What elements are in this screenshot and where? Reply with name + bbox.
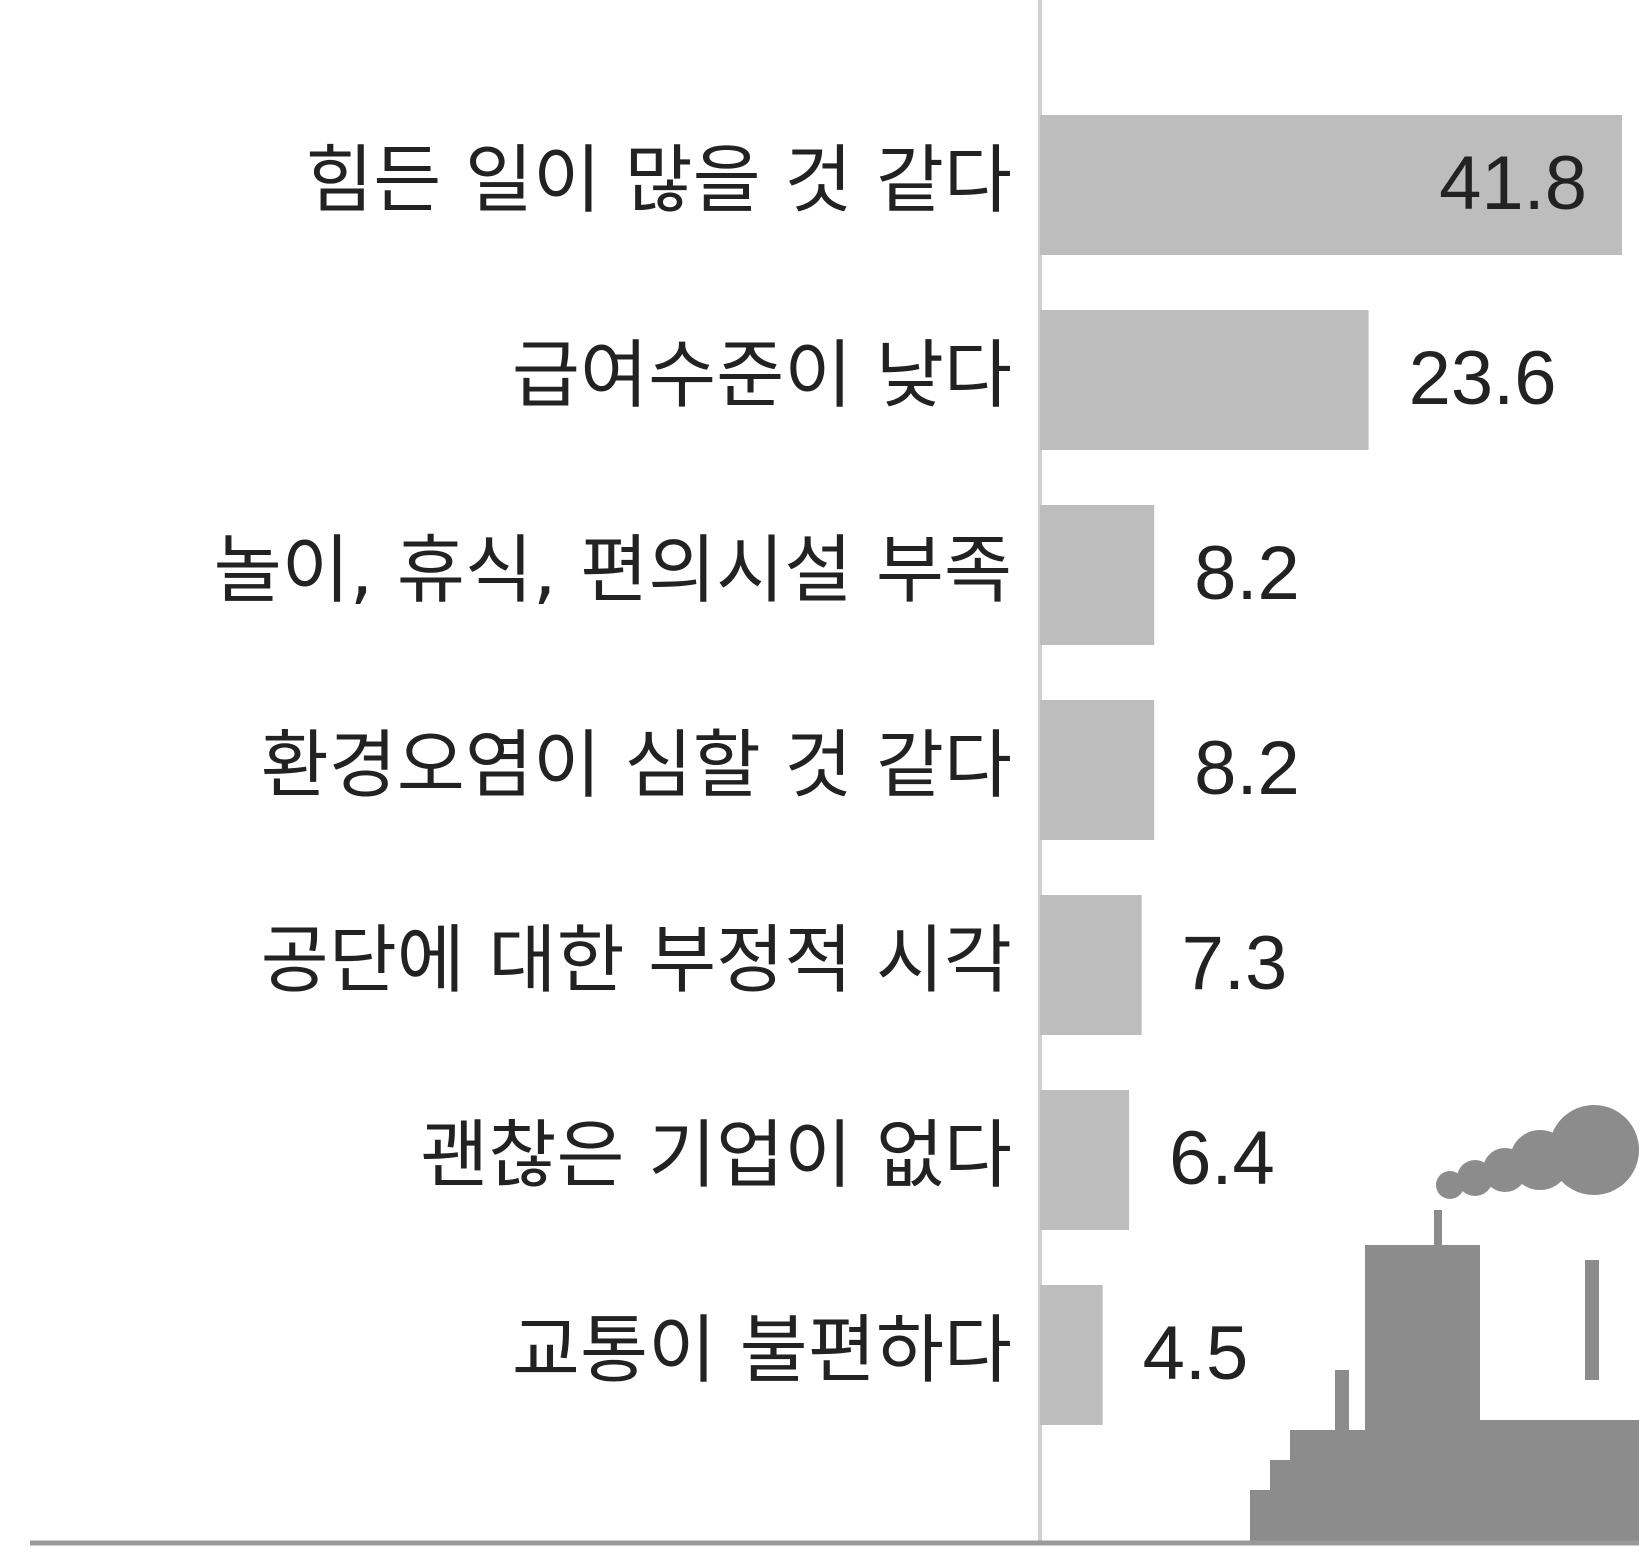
bar: [1040, 700, 1154, 840]
value-label: 4.5: [1143, 1311, 1249, 1396]
category-label: 놀이, 휴식, 편의시설 부족: [214, 528, 1012, 614]
category-label: 급여수준이 낮다: [512, 333, 1012, 419]
bar: [1040, 310, 1369, 450]
category-label: 힘든 일이 많을 것 같다: [305, 138, 1012, 224]
category-label: 괜찮은 기업이 없다: [420, 1113, 1012, 1199]
chart: 힘든 일이 많을 것 같다 41.8 급여수준이 낮다 23.6 놀이, 휴식, 편의시…: [0, 0, 1639, 1552]
value-label: 8.2: [1194, 531, 1300, 616]
bar: [1040, 505, 1154, 645]
value-label: 23.6: [1409, 336, 1557, 421]
bar: [1040, 895, 1142, 1035]
category-label: 환경오염이 심할 것 같다: [261, 723, 1012, 809]
value-label: 7.3: [1182, 921, 1288, 1006]
factory-illustration: [1250, 1105, 1639, 1545]
value-label: 41.8: [1439, 141, 1587, 226]
category-label: 교통이 불편하다: [512, 1308, 1012, 1394]
value-label: 6.4: [1169, 1116, 1275, 1201]
value-label: 8.2: [1194, 726, 1300, 811]
bar: [1040, 1090, 1129, 1230]
category-label: 공단에 대한 부정적 시각: [261, 918, 1012, 1004]
bar: [1040, 1285, 1103, 1425]
